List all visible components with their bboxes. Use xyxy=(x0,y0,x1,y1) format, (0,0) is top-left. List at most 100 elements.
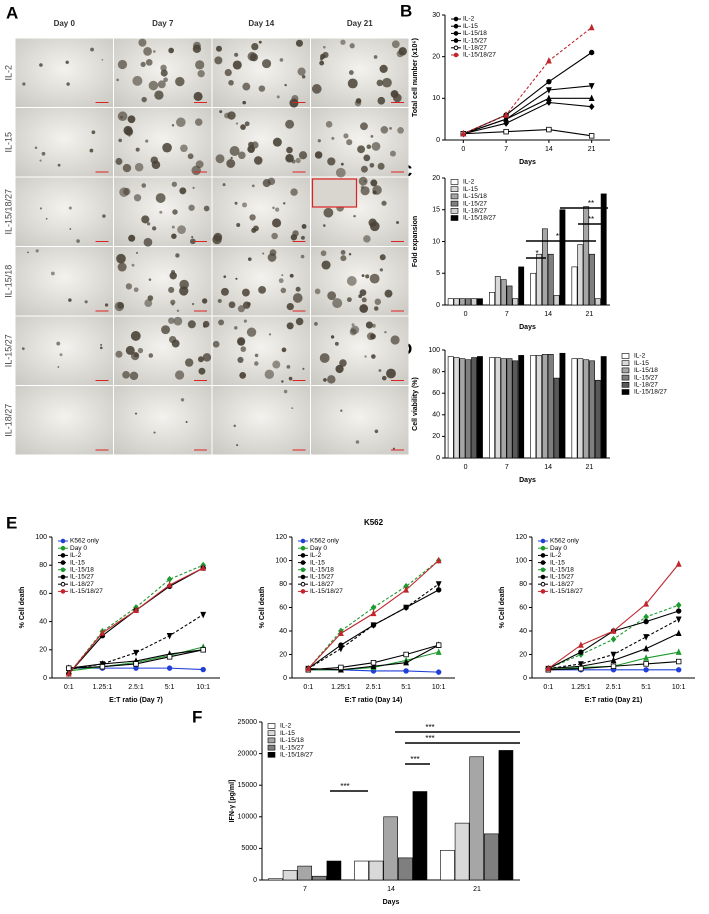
micrograph xyxy=(212,247,310,316)
bar xyxy=(594,298,601,306)
legend-marker xyxy=(60,567,66,573)
spheroid xyxy=(377,96,386,105)
spheroid xyxy=(180,144,188,153)
data-point xyxy=(643,600,650,607)
spheroid xyxy=(373,306,379,311)
spheroid xyxy=(215,154,225,164)
spheroid xyxy=(229,146,240,157)
y-tick-label: 15 xyxy=(432,207,440,214)
spheroid xyxy=(99,346,103,350)
bar xyxy=(553,295,560,306)
y-tick-label: 20000 xyxy=(238,750,258,757)
spheroid xyxy=(117,262,127,272)
spheroid xyxy=(314,321,318,326)
x-tick-label: 5:1 xyxy=(165,684,175,691)
y-tick-label: 40 xyxy=(519,628,527,635)
legend-swatch xyxy=(450,208,459,214)
bar xyxy=(571,266,578,306)
bar xyxy=(506,358,513,459)
legend-marker xyxy=(60,545,66,551)
spheroid xyxy=(285,154,294,163)
x-tick-label: 0 xyxy=(464,464,468,471)
spheroid xyxy=(233,424,236,428)
spheroid xyxy=(398,47,407,56)
data-point xyxy=(675,629,682,637)
spheroid xyxy=(153,50,156,53)
spheroid xyxy=(359,289,367,297)
x-tick-label: 2.5:1 xyxy=(128,684,144,691)
data-point xyxy=(577,661,584,668)
legend-label: IL-18/27 xyxy=(70,581,94,588)
x-tick-label: 0 xyxy=(461,146,465,153)
spheroid xyxy=(116,78,119,82)
spheroid xyxy=(271,232,278,240)
spheroid xyxy=(174,370,185,380)
data-point xyxy=(370,660,377,666)
spheroid xyxy=(187,320,196,329)
spheroid xyxy=(369,221,380,232)
spheroid xyxy=(281,347,287,353)
bar xyxy=(465,359,472,459)
spheroid xyxy=(170,299,176,305)
bar xyxy=(312,875,327,881)
data-point xyxy=(200,611,207,619)
x-axis-label: E:T ratio (Day 7) xyxy=(109,697,163,704)
spheroid xyxy=(286,322,294,330)
bar xyxy=(383,816,399,881)
spheroid xyxy=(140,61,146,68)
data-point xyxy=(588,133,595,139)
y-tick-label: 20 xyxy=(432,433,440,440)
spheroid xyxy=(239,372,247,379)
spheroid xyxy=(262,179,271,188)
spheroid xyxy=(173,316,183,326)
bar xyxy=(518,266,525,306)
inset xyxy=(311,178,358,208)
x-tick-label: 14 xyxy=(544,311,552,318)
spheroid xyxy=(69,228,72,230)
legend-label: IL-18/27 xyxy=(550,581,574,588)
legend-marker xyxy=(453,52,459,58)
spheroid xyxy=(357,145,366,154)
micrograph xyxy=(15,177,113,246)
spheroid xyxy=(171,233,177,239)
data-point xyxy=(200,647,206,653)
spheroid xyxy=(373,55,378,59)
data-point xyxy=(643,654,650,661)
data-point xyxy=(545,57,552,64)
legend-marker xyxy=(540,545,546,551)
spheroid xyxy=(228,301,236,309)
bar xyxy=(398,857,413,881)
bar xyxy=(559,352,566,459)
spheroid xyxy=(311,84,322,94)
data-point xyxy=(546,126,552,133)
data-point xyxy=(675,648,682,655)
spheroid xyxy=(197,70,205,78)
spheroid xyxy=(283,389,288,394)
x-tick-label: 21 xyxy=(585,464,593,471)
spheroid xyxy=(327,375,336,384)
spheroid xyxy=(240,124,246,130)
data-point xyxy=(370,609,377,617)
spheroid xyxy=(50,271,55,276)
data-point xyxy=(166,581,173,588)
spheroid xyxy=(235,277,238,280)
micrograph xyxy=(311,247,409,316)
spheroid xyxy=(358,294,363,299)
spheroid xyxy=(163,77,168,83)
legend-label: IL-15/18/27 xyxy=(463,52,496,59)
spheroid xyxy=(151,160,161,170)
y-tick-label: 100 xyxy=(428,347,440,354)
micrograph xyxy=(114,386,212,455)
bar xyxy=(518,355,525,459)
spheroid xyxy=(191,235,194,239)
spheroid xyxy=(384,289,393,298)
data-point xyxy=(435,642,442,648)
spheroid xyxy=(90,47,94,52)
spheroid xyxy=(281,274,284,277)
spheroid xyxy=(172,209,178,215)
spheroid xyxy=(314,288,321,295)
data-point xyxy=(166,633,173,640)
spheroid xyxy=(389,150,396,157)
bar xyxy=(484,833,499,881)
spheroid xyxy=(335,364,344,374)
